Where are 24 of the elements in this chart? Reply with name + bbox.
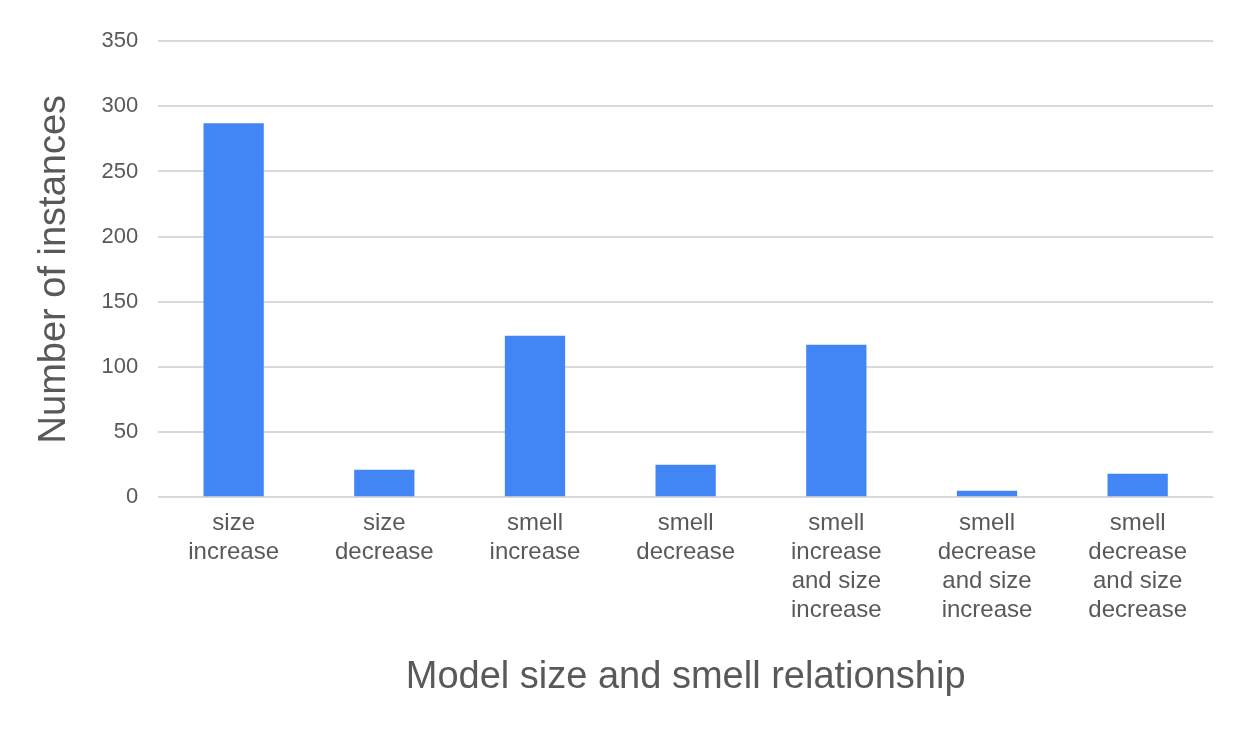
y-tick-label: 300 [101,92,139,118]
y-tick-label: 200 [101,222,139,248]
y-tick-label: 0 [126,483,139,509]
bar [806,344,867,497]
bar [1107,473,1168,497]
x-axis-title: Model size and smell relationship [405,653,966,696]
y-tick-label: 250 [101,157,139,183]
y-tick-label: 50 [113,418,139,444]
x-tick-label: size increase [188,508,279,565]
x-tick-label: smell decrease and size increase [937,508,1037,622]
y-tick-label: 150 [101,287,139,313]
bar [956,490,1018,497]
bar [354,469,415,497]
x-tick-label: size decrease [334,508,434,565]
bar [655,464,716,497]
y-tick-label: 100 [101,352,139,378]
y-tick-label: 350 [101,27,139,53]
x-tick-label: smell increase [489,508,581,565]
x-tick-label: smell increase and size increase [790,508,882,622]
bar [504,335,566,497]
bar [203,123,264,497]
y-axis-title: Number of instances [31,94,74,444]
x-tick-label: smell decrease [636,508,736,565]
x-tick-label: smell decrease and size decrease [1088,508,1188,622]
